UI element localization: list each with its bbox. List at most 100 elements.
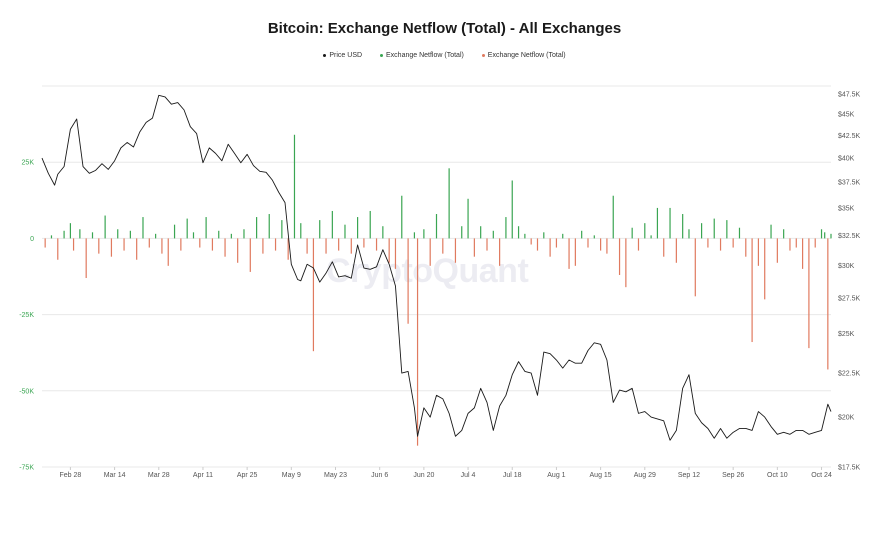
x-tick-label: Jun 20 — [413, 472, 434, 479]
netflow-bar-negative — [694, 238, 696, 297]
x-tick-label: Mar 28 — [148, 472, 170, 479]
netflow-bar-negative — [350, 238, 352, 254]
netflow-bar-positive — [461, 226, 463, 239]
netflow-bar-positive — [435, 214, 438, 239]
netflow-bar-negative — [600, 238, 602, 251]
netflow-bar-negative — [808, 238, 810, 349]
netflow-bar-negative — [776, 238, 778, 263]
netflow-bar-negative — [789, 238, 791, 251]
legend-label-netflow-positive: Exchange Netflow (Total) — [386, 52, 464, 59]
netflow-bar-negative — [473, 238, 475, 257]
netflow-bar-negative — [85, 238, 87, 279]
legend-item-netflow-positive[interactable]: Exchange Netflow (Total) — [380, 52, 464, 59]
legend-item-netflow-negative[interactable]: Exchange Netflow (Total) — [481, 52, 566, 59]
netflow-bar-negative — [306, 238, 308, 254]
netflow-bar-negative — [312, 238, 315, 352]
netflow-bar-positive — [701, 223, 703, 239]
netflow-bar-positive — [688, 229, 690, 239]
netflow-bar-positive — [369, 210, 371, 239]
netflow-bar-negative — [536, 238, 539, 251]
netflow-bar-positive — [511, 180, 513, 239]
x-tick-label: Feb 28 — [60, 472, 82, 479]
netflow-bar-positive — [650, 235, 652, 239]
legend-item-price[interactable]: Price USD — [323, 52, 362, 59]
netflow-bar-positive — [256, 217, 258, 239]
y-right-tick-label: $35K — [838, 205, 855, 212]
netflow-bar-negative — [663, 238, 665, 257]
netflow-bar-positive — [401, 195, 403, 239]
netflow-bar-positive — [467, 198, 469, 239]
chart-title: Bitcoin: Exchange Netflow (Total) - All … — [267, 20, 622, 37]
y-right-tick-label: $47.5K — [838, 91, 861, 98]
netflow-bar-negative — [148, 238, 150, 248]
y-right-tick-label: $37.5K — [838, 180, 861, 187]
netflow-bar-positive — [281, 220, 283, 239]
netflow-bar-positive — [382, 226, 384, 239]
netflow-bar-positive — [713, 218, 715, 239]
netflow-bar-positive — [104, 215, 106, 239]
watermark-logo: CryptoQuant — [326, 252, 529, 290]
x-tick-label: Jul 18 — [503, 472, 522, 479]
netflow-bar-positive — [192, 232, 195, 239]
y-right-tick-label: $42.5K — [838, 133, 861, 140]
netflow-bar-positive — [230, 233, 232, 239]
netflow-bar-positive — [770, 224, 772, 239]
x-tick-label: May 23 — [324, 472, 347, 479]
netflow-bar-negative — [707, 238, 709, 248]
netflow-bar-positive — [480, 226, 482, 239]
netflow-bar-negative — [618, 238, 621, 275]
netflow-bar-positive — [69, 223, 71, 239]
netflow-bar-positive — [726, 220, 728, 239]
price-line — [41, 94, 832, 441]
y-right-tick-label: $32.5K — [838, 233, 861, 240]
netflow-bar-negative — [606, 238, 608, 254]
netflow-bar-negative — [745, 238, 747, 257]
x-tick-label: Apr 11 — [193, 472, 213, 479]
netflow-bar-positive — [448, 168, 450, 239]
netflow-bar-negative — [530, 238, 532, 245]
y-left-tick-label: -25K — [19, 312, 34, 319]
netflow-bar-negative — [827, 238, 829, 370]
netflow-bar-negative — [732, 238, 734, 248]
netflow-bar-negative — [199, 238, 201, 248]
netflow-bar-negative — [555, 238, 558, 248]
netflow-bar-positive — [218, 230, 220, 239]
netflow-bar-positive — [830, 233, 832, 239]
netflow-bar-positive — [562, 233, 564, 239]
netflow-bar-positive — [331, 210, 333, 239]
netflow-bar-negative — [224, 238, 226, 257]
x-tick-label: Oct 24 — [811, 472, 832, 479]
netflow-bar-negative — [136, 238, 138, 260]
netflow-bar-positive — [820, 229, 823, 239]
netflow-bar-negative — [237, 238, 239, 263]
netflow-bar-positive — [517, 226, 520, 239]
netflow-bar-negative — [795, 238, 797, 248]
netflow-bar-positive — [612, 195, 614, 239]
netflow-bar-negative — [274, 238, 277, 251]
netflow-bar-negative — [123, 238, 125, 251]
netflow-bar-negative — [499, 238, 501, 266]
netflow-bar-positive — [492, 230, 494, 239]
netflow-bar-negative — [764, 238, 766, 300]
netflow-bar-positive — [205, 217, 207, 239]
legend-dot-netflow-positive — [380, 53, 384, 57]
netflow-bar-negative — [625, 238, 627, 288]
chart-legend: Price USD Exchange Netflow (Total) Excha… — [0, 52, 889, 59]
netflow-bar-positive — [129, 230, 131, 239]
legend-label-netflow-negative: Exchange Netflow (Total) — [487, 52, 566, 59]
netflow-bar-positive — [505, 217, 507, 239]
x-tick-label: Apr 25 — [237, 472, 258, 479]
netflow-bar-positive — [783, 229, 785, 239]
netflow-bar-negative — [442, 238, 444, 254]
y-left-tick-label: -75K — [19, 465, 34, 472]
netflow-bar-negative — [338, 238, 340, 251]
netflow-bar-negative — [637, 238, 640, 251]
x-tick-label: May 9 — [282, 472, 301, 479]
netflow-bar-negative — [587, 238, 589, 248]
netflow-bar-positive — [631, 227, 633, 239]
netflow-bar-positive — [656, 207, 659, 239]
netflow-bar-negative — [110, 238, 113, 257]
netflow-bar-positive — [268, 214, 270, 239]
netflow-bar-negative — [675, 238, 677, 263]
